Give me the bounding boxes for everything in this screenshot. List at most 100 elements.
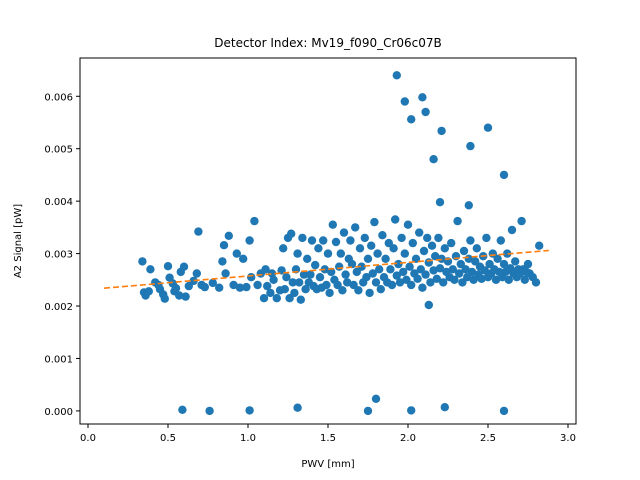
x-tick-label: 0.5	[160, 433, 176, 444]
data-point	[459, 246, 469, 256]
data-point	[391, 215, 400, 224]
data-point	[429, 155, 438, 164]
data-point	[299, 270, 309, 279]
x-tick-label: 2.5	[480, 433, 496, 444]
fit-line	[103, 249, 549, 289]
data-point	[431, 252, 440, 261]
data-point	[245, 406, 254, 415]
data-point	[328, 220, 337, 229]
data-point	[178, 405, 187, 414]
data-point	[483, 123, 493, 132]
x-tick-label: 3.0	[560, 433, 576, 444]
data-point	[370, 217, 379, 227]
data-point	[347, 259, 357, 269]
data-point	[331, 237, 341, 247]
data-point	[400, 249, 409, 258]
data-point	[503, 249, 512, 258]
data-point	[464, 201, 473, 210]
x-axis: 0.0 0.5 1.0 1.5 2.0 2.5 3.0	[80, 424, 576, 444]
data-point	[306, 270, 315, 279]
data-point	[418, 283, 427, 292]
data-point	[381, 254, 390, 263]
data-point	[179, 262, 189, 271]
data-point	[424, 258, 433, 267]
data-point	[491, 275, 501, 284]
data-point	[392, 71, 401, 80]
data-point	[259, 294, 269, 303]
x-tick-label: 0.0	[80, 433, 96, 444]
data-point	[419, 246, 429, 256]
x-tick-label: 2.0	[400, 433, 416, 444]
data-point	[351, 223, 360, 232]
data-point	[293, 403, 302, 412]
data-point	[440, 403, 449, 412]
data-point	[163, 262, 173, 271]
y-tick-label: 0.006	[44, 92, 73, 103]
data-point	[219, 241, 229, 250]
data-point	[269, 275, 278, 284]
data-point	[339, 228, 349, 237]
data-point	[413, 274, 422, 283]
data-point	[499, 406, 509, 416]
data-point	[315, 273, 325, 282]
data-point	[215, 283, 224, 292]
data-point	[282, 273, 291, 282]
fit-line-group	[103, 249, 549, 289]
data-point	[480, 266, 489, 275]
data-point	[181, 292, 190, 301]
data-point	[365, 288, 374, 298]
data-point	[424, 300, 433, 310]
data-point	[523, 259, 533, 269]
data-point	[362, 273, 371, 282]
data-point	[451, 252, 461, 261]
y-tick-label: 0.004	[44, 197, 73, 208]
data-point	[354, 286, 363, 295]
x-tick-label: 1.0	[240, 433, 256, 444]
data-point	[397, 233, 406, 243]
data-point	[307, 236, 317, 245]
data-point	[499, 259, 509, 269]
data-point	[336, 249, 345, 258]
data-point	[496, 236, 505, 245]
data-point	[346, 236, 355, 245]
data-point	[319, 236, 328, 245]
data-point	[400, 97, 409, 106]
data-point	[224, 231, 233, 240]
data-point	[355, 244, 365, 253]
data-point	[429, 266, 438, 275]
data-point	[407, 115, 416, 124]
y-tick-label: 0.001	[44, 354, 73, 365]
data-point	[194, 227, 203, 236]
data-point	[208, 278, 217, 288]
data-point	[511, 257, 520, 266]
data-point	[290, 288, 299, 298]
data-point	[535, 241, 544, 250]
data-point	[205, 406, 214, 416]
data-point	[447, 238, 456, 248]
data-point	[218, 257, 227, 266]
data-point	[531, 278, 541, 287]
data-point	[266, 288, 275, 298]
data-point	[387, 280, 397, 290]
data-point	[303, 254, 312, 263]
data-point	[261, 265, 270, 274]
data-point	[247, 273, 256, 282]
data-point	[295, 278, 304, 287]
data-point	[192, 269, 201, 278]
data-point	[338, 286, 347, 295]
y-axis: 0.000 0.001 0.002 0.003 0.004 0.005 0.006	[44, 92, 80, 418]
data-point	[415, 228, 424, 237]
data-point	[146, 265, 155, 274]
data-point	[296, 295, 305, 304]
data-point	[467, 267, 477, 277]
data-point	[263, 281, 272, 291]
data-point	[418, 93, 427, 102]
data-point	[189, 276, 198, 286]
data-point	[395, 278, 405, 287]
data-point	[235, 283, 245, 292]
data-point	[323, 249, 333, 258]
data-point	[373, 249, 382, 258]
data-point	[221, 269, 230, 278]
data-point	[507, 225, 517, 235]
data-point	[493, 254, 502, 263]
